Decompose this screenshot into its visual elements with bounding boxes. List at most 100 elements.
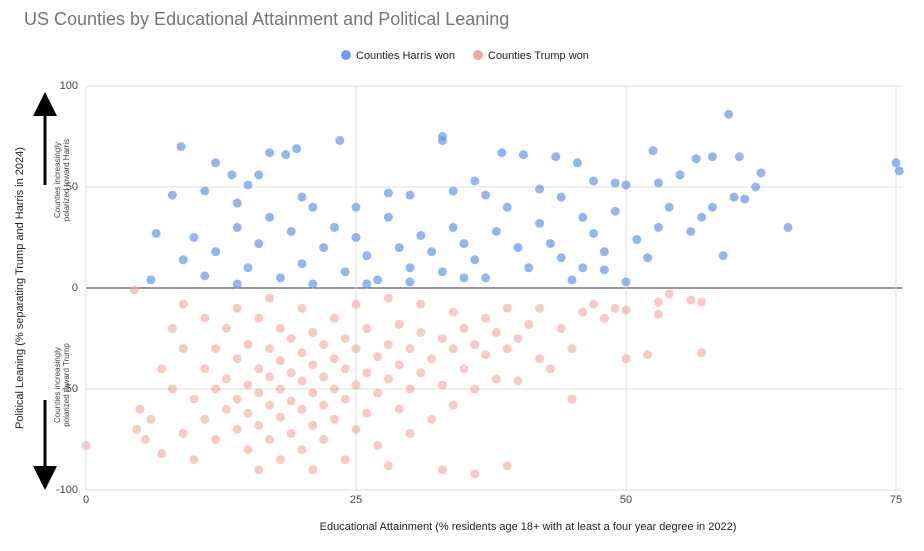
point (718, 251, 728, 261)
point (751, 182, 761, 192)
point (405, 384, 415, 394)
point (675, 170, 685, 180)
point (589, 228, 599, 238)
point (140, 435, 150, 444)
legend-marker (341, 50, 351, 60)
point (254, 465, 264, 475)
point (621, 277, 631, 287)
point (135, 404, 145, 414)
point (697, 297, 707, 307)
point (470, 469, 480, 479)
point (653, 222, 663, 232)
point (383, 374, 393, 384)
point (394, 404, 404, 414)
point (200, 414, 210, 424)
point (308, 465, 318, 475)
point (319, 243, 329, 253)
point (405, 190, 415, 200)
point (178, 344, 188, 354)
point (416, 230, 426, 240)
point (232, 394, 242, 404)
point (610, 206, 620, 216)
point (275, 455, 285, 465)
point (394, 360, 404, 370)
point (221, 404, 231, 414)
point (232, 354, 242, 364)
point (362, 251, 372, 261)
point (265, 372, 275, 382)
point (427, 414, 437, 424)
point (221, 374, 231, 384)
point (319, 400, 329, 410)
point (437, 334, 447, 343)
point (518, 150, 528, 160)
point (146, 414, 156, 424)
point (362, 408, 372, 418)
point (335, 136, 345, 146)
point (362, 368, 372, 378)
point (697, 348, 707, 358)
annotation: Counties increasingly (53, 142, 62, 218)
point (545, 239, 555, 249)
point (448, 400, 458, 410)
point (481, 350, 491, 360)
point (297, 376, 307, 386)
point (297, 192, 307, 202)
point (545, 364, 555, 374)
point (340, 267, 350, 277)
point (351, 344, 361, 354)
point (567, 394, 577, 404)
annotation: Counties increasingly (53, 347, 62, 423)
point (437, 136, 447, 146)
point (292, 144, 302, 154)
point (643, 253, 653, 263)
point (497, 148, 507, 158)
point (329, 313, 339, 323)
point (178, 299, 188, 309)
point (243, 445, 253, 455)
point (275, 412, 285, 422)
point (178, 428, 188, 438)
point (286, 396, 296, 406)
point (308, 420, 318, 430)
point (502, 303, 512, 313)
point (416, 299, 426, 309)
point (286, 368, 296, 378)
point (297, 404, 307, 414)
point (632, 235, 642, 245)
point (200, 186, 210, 196)
point (567, 275, 577, 285)
point (167, 190, 177, 200)
point (697, 212, 707, 222)
point (286, 226, 296, 236)
point (621, 354, 631, 364)
point (610, 178, 620, 188)
point (351, 424, 361, 434)
point (383, 340, 393, 350)
point (373, 352, 383, 362)
point (551, 152, 561, 162)
point (691, 154, 701, 164)
point (664, 202, 674, 212)
point (894, 166, 904, 176)
point (351, 380, 361, 390)
point (724, 109, 734, 119)
point (491, 327, 501, 337)
point (254, 420, 264, 430)
point (589, 176, 599, 186)
point (232, 222, 242, 232)
point (157, 449, 167, 459)
point (297, 303, 307, 313)
point (308, 279, 318, 289)
point (286, 428, 296, 438)
point (416, 368, 426, 378)
point (319, 372, 329, 382)
point (491, 226, 501, 236)
point (610, 303, 620, 313)
point (146, 275, 156, 285)
point (643, 350, 653, 360)
point (448, 186, 458, 196)
point (686, 295, 696, 305)
point (189, 394, 199, 404)
point (351, 202, 361, 212)
